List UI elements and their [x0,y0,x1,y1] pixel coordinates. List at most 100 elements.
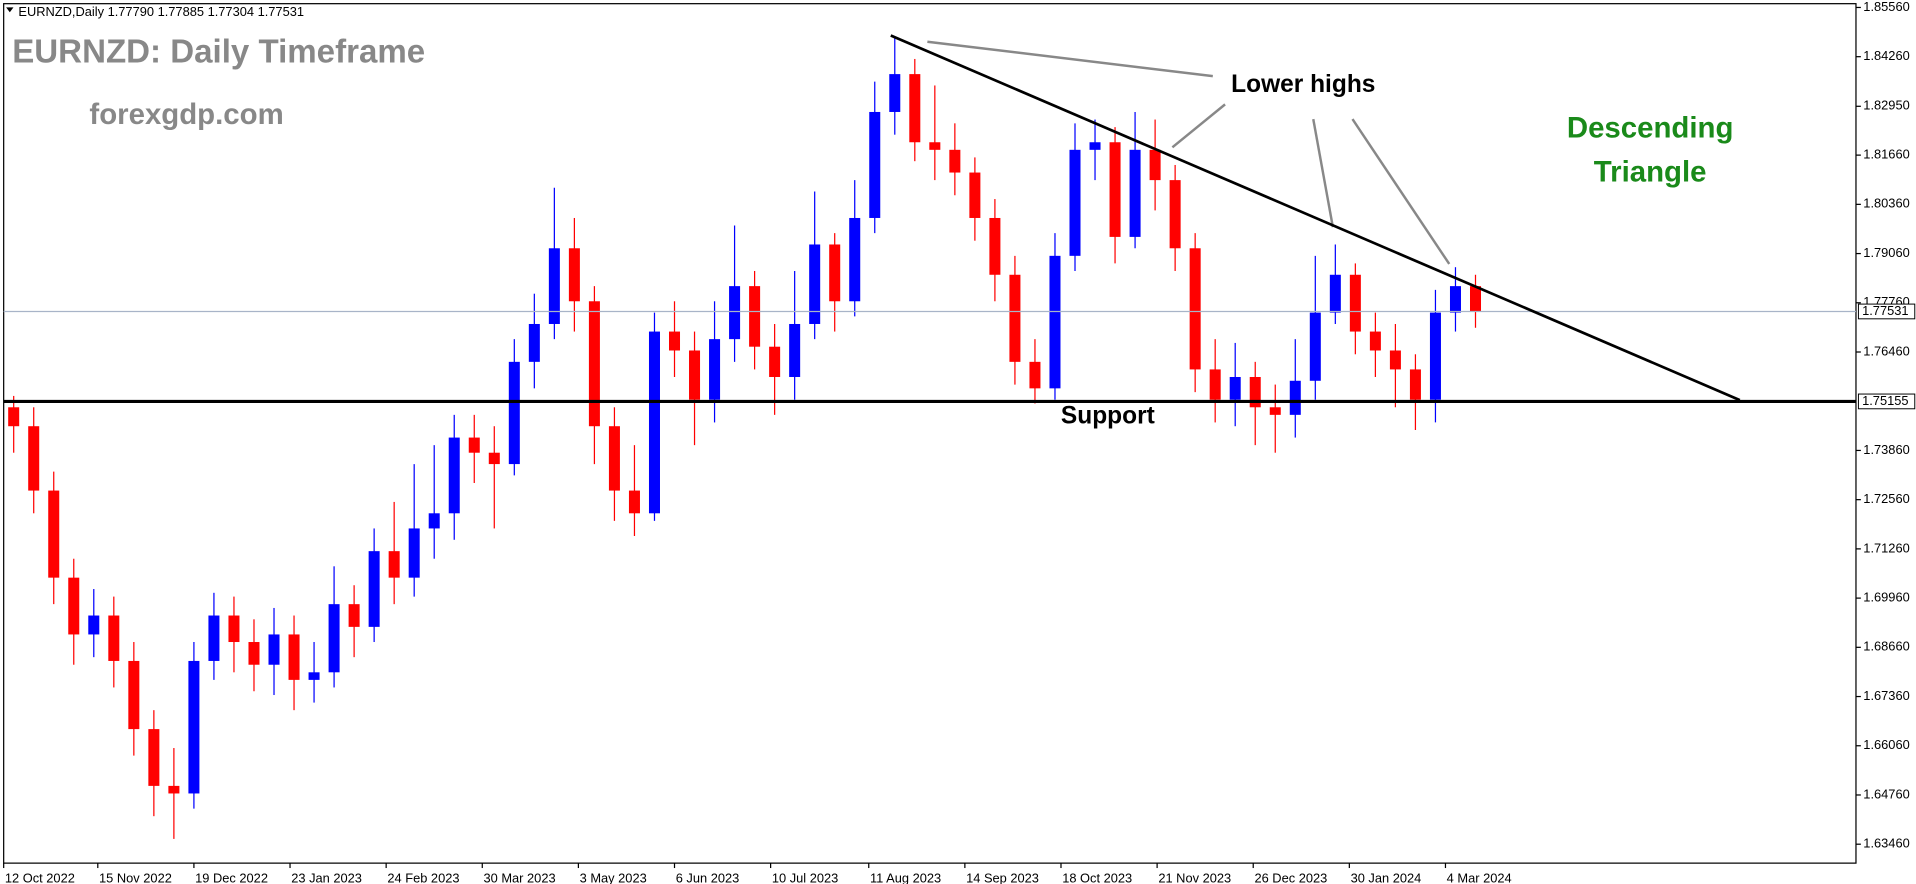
candle-body [8,407,20,427]
x-tick-label: 14 Sep 2023 [966,870,1039,884]
candle-body [709,339,721,400]
candle-body [488,452,500,465]
candle-body [769,346,781,377]
candle-body [1349,274,1361,332]
chart-title: EURNZD: Daily Timeframe [12,34,425,71]
candle-body [1049,255,1061,389]
candle-body [248,642,260,665]
y-tick-label: 1.82950 [1863,98,1909,113]
chart-subtitle: forexgdp.com [89,98,283,131]
candle-body [1389,350,1401,370]
candle-body [1209,369,1221,400]
candle-body [608,426,620,491]
candle-body [1409,369,1421,400]
candle-body [1189,248,1201,370]
y-tick-label: 1.64760 [1863,786,1909,801]
x-tick-label: 12 Oct 2022 [5,870,75,884]
candle-body [1449,286,1461,313]
candle-body [1129,149,1141,237]
annotation-support: Support [1061,403,1155,430]
candle-body [1229,376,1241,400]
support-box [1857,393,1916,410]
header: EURNZD,Daily 1.77790 1.77885 1.77304 1.7… [18,4,304,19]
pointer-line [927,40,1213,78]
candle-body [48,490,60,578]
candle-body [1429,312,1441,400]
candle-body [388,551,400,578]
candle-body [969,172,981,218]
candle-body [568,248,580,302]
candle-body [949,149,961,173]
y-tick-label: 1.81660 [1863,147,1909,162]
candle-body [1369,331,1381,351]
y-tick-label: 1.72560 [1863,491,1909,506]
candle-body [729,286,741,340]
y-tick-label: 1.71260 [1863,540,1909,555]
candle-body [789,323,801,377]
last-price-label: 1.77531 [1862,303,1908,318]
pointer-line [1312,118,1335,228]
candle-body [148,729,160,786]
candle-body [328,604,340,673]
candle-body [28,426,40,491]
candle-body [428,513,440,529]
candle-body [108,615,120,661]
candle-body [869,111,881,218]
support-label: 1.75155 [1862,393,1908,408]
y-tick-label: 1.85560 [1863,0,1909,14]
candle-body [1469,286,1482,312]
candle-body [308,672,320,680]
x-tick-label: 26 Dec 2023 [1254,870,1327,884]
candle-body [1009,274,1021,362]
candle-body [849,217,861,302]
candle-body [228,615,240,643]
candle-body [548,248,560,324]
x-tick-label: 18 Oct 2023 [1062,870,1132,884]
candle-body [528,323,540,362]
x-tick-label: 6 Jun 2023 [676,870,740,884]
candle-body [288,634,300,680]
y-tick-label: 1.79060 [1863,245,1909,260]
x-tick-label: 3 May 2023 [580,870,647,884]
candle-body [689,350,701,400]
x-tick-label: 30 Jan 2024 [1351,870,1422,884]
candle-body [1029,361,1041,389]
x-tick-label: 10 Jul 2023 [772,870,838,884]
candle-body [268,634,280,665]
candle-body [468,437,480,453]
x-tick-label: 24 Feb 2023 [387,870,459,884]
candle-body [889,74,901,112]
candle-body [1309,312,1321,381]
header-icon [6,7,14,13]
candle-body [508,361,520,465]
y-tick-label: 1.69960 [1863,589,1909,604]
candle-body [448,437,460,514]
candle-body [588,301,600,427]
x-tick-label: 19 Dec 2022 [195,870,268,884]
candle-body [168,785,180,794]
y-tick-label: 1.80360 [1863,196,1909,211]
candle-body [1329,274,1341,313]
candle-body [669,331,681,351]
candle-body [648,331,660,514]
candle-body [1069,149,1081,256]
annotation-pattern: Descending [1567,111,1734,144]
x-tick-label: 30 Mar 2023 [483,870,555,884]
pointer-line [1351,118,1451,265]
x-tick-label: 23 Jan 2023 [291,870,362,884]
candle-body [1109,142,1121,237]
candle-body [408,528,420,578]
candle-body [1269,407,1281,415]
candle-body [88,615,100,635]
y-tick-label: 1.76460 [1863,343,1909,358]
x-tick-label: 4 Mar 2024 [1447,870,1512,884]
y-tick-label: 1.67360 [1863,688,1909,703]
candle-body [368,551,380,627]
last-price-box [1857,303,1916,320]
pointer-line [1171,103,1226,149]
y-tick-label: 1.66060 [1863,737,1909,752]
candle-body [989,217,1001,275]
annotation-pattern: Triangle [1594,156,1707,189]
candle-body [749,286,761,347]
